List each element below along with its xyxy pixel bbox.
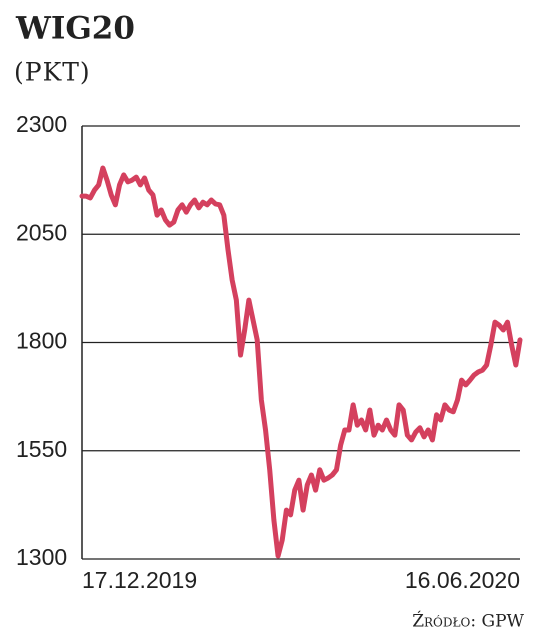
source-note: Źródło: GPW (412, 611, 524, 632)
chart-subtitle: (PKT) (14, 58, 91, 87)
chart-title: WIG20 (15, 11, 135, 47)
y-tick-label: 1550 (16, 436, 67, 462)
y-tick-label: 1800 (16, 328, 67, 354)
y-tick-label: 2300 (16, 111, 67, 137)
data-line (79, 165, 523, 559)
y-tick-label: 2050 (16, 219, 67, 245)
x-tick-label: 16.06.2020 (405, 567, 520, 593)
y-tick-label: 1300 (16, 544, 67, 570)
x-tick-label: 17.12.2019 (82, 567, 197, 593)
